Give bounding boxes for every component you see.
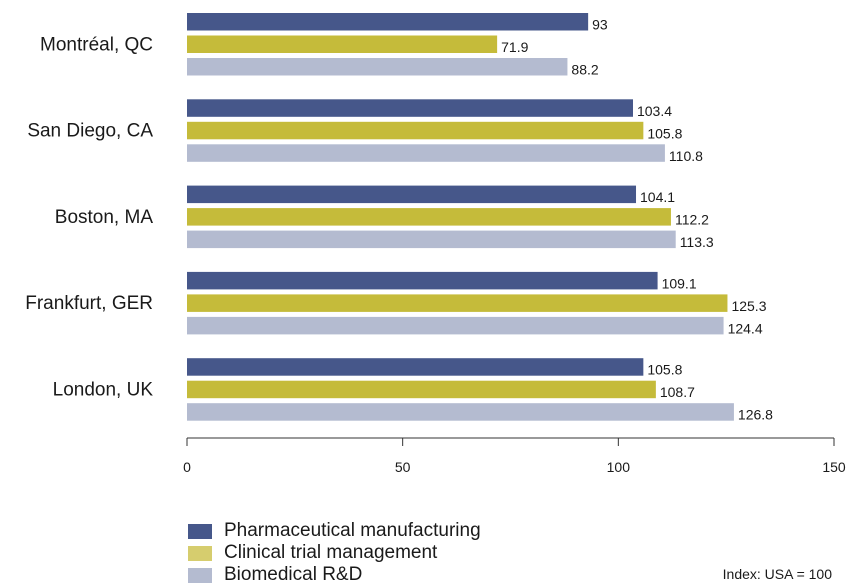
legend-label: Pharmaceutical manufacturing [224, 520, 481, 541]
bar-london-uk-0 [187, 358, 644, 376]
value-label: 103.4 [637, 103, 672, 119]
bar-london-uk-2 [187, 403, 734, 421]
legend-swatch-biomedical-rd [188, 567, 212, 583]
value-label: 124.4 [728, 320, 763, 336]
category-label-san-diego-ca: San Diego, CA [27, 121, 153, 142]
bar-boston-ma-2 [187, 230, 676, 249]
value-label: 71.9 [501, 39, 528, 55]
value-label: 108.7 [660, 384, 695, 400]
category-label-frankfurt-ger: Frankfurt, GER [25, 293, 153, 314]
bar-boston-ma-1 [187, 208, 671, 226]
value-label: 113.3 [680, 234, 714, 250]
legend-label: Clinical trial management [224, 542, 438, 563]
legend-item-clinical-trial-management: Clinical trial management [188, 542, 481, 564]
bar-chart: Montréal, QC 93 71.9 88.2 San Diego, CA 103.4… [25, 13, 846, 475]
legend: Pharmaceutical manufacturing Clinical tr… [188, 520, 481, 586]
x-tick-label: 50 [395, 459, 411, 475]
legend-label: Biomedical R&D [224, 564, 363, 585]
bar-boston-ma-0 [187, 185, 637, 204]
legend-swatch-pharmaceutical-manufacturing [188, 523, 212, 539]
bar-montr-al-qc-2 [187, 58, 568, 76]
legend-swatch-clinical-trial-management [188, 545, 212, 561]
bar-frankfurt-ger-2 [187, 316, 724, 335]
x-tick-label: 150 [822, 459, 846, 475]
bar-montr-al-qc-0 [187, 13, 589, 31]
bar-san-diego-ca-0 [187, 99, 633, 117]
value-label: 93 [592, 17, 608, 33]
value-label: 105.8 [647, 362, 682, 378]
x-tick-label: 100 [607, 459, 631, 475]
value-label: 105.8 [647, 125, 682, 141]
value-label: 110.8 [669, 148, 703, 164]
bar-san-diego-ca-2 [187, 144, 665, 162]
value-label: 109.1 [662, 275, 697, 291]
index-note: Index: USA = 100 [722, 566, 832, 582]
legend-item-biomedical-rd: Biomedical R&D [188, 564, 481, 586]
legend-item-pharmaceutical-manufacturing: Pharmaceutical manufacturing [188, 520, 481, 542]
category-label-london-uk: London, UK [53, 379, 154, 400]
bar-montr-al-qc-1 [187, 35, 498, 53]
value-label: 126.8 [738, 407, 773, 423]
value-label: 125.3 [731, 298, 766, 314]
bar-frankfurt-ger-1 [187, 294, 728, 312]
bar-frankfurt-ger-0 [187, 271, 658, 290]
value-label: 88.2 [571, 62, 598, 78]
bar-london-uk-1 [187, 380, 656, 399]
category-label-boston-ma: Boston, MA [55, 207, 154, 228]
category-label-montr-al-qc: Montréal, QC [40, 34, 153, 55]
x-tick-label: 0 [183, 459, 191, 475]
value-label: 112.2 [675, 212, 709, 228]
bar-san-diego-ca-1 [187, 121, 644, 140]
value-label: 104.1 [640, 189, 675, 205]
